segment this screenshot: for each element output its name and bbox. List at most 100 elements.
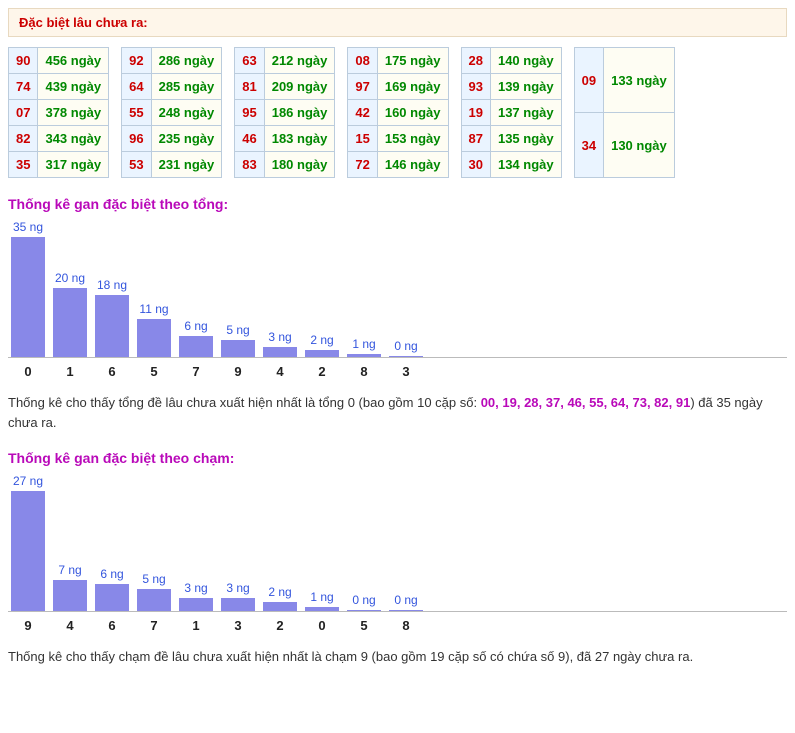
chart-column: 0 ng xyxy=(344,593,384,611)
chart-bar xyxy=(305,350,339,357)
chart-column: 5 ng xyxy=(218,323,258,357)
chart-value-label: 20 ng xyxy=(55,271,85,285)
chart1-summary: Thống kê cho thấy tổng đề lâu chưa xuất … xyxy=(8,393,787,432)
chart-column: 3 ng xyxy=(218,581,258,611)
days-cell: 212 ngày xyxy=(264,48,335,74)
chart2-summary: Thống kê cho thấy chạm đề lâu chưa xuất … xyxy=(8,647,787,667)
number-cell: 19 xyxy=(461,100,490,126)
header-title: Đặc biệt lâu chưa ra: xyxy=(19,15,148,30)
days-cell: 286 ngày xyxy=(151,48,222,74)
chart-value-label: 6 ng xyxy=(184,319,207,333)
chart-tick: 3 xyxy=(386,360,426,379)
chart-tick: 4 xyxy=(50,614,90,633)
chart-tick: 5 xyxy=(344,614,384,633)
chart-bar xyxy=(221,340,255,357)
chart-bar xyxy=(221,598,255,611)
chart2-title: Thống kê gan đặc biệt theo chạm: xyxy=(8,450,787,466)
number-cell: 72 xyxy=(348,152,377,178)
chart-column: 1 ng xyxy=(344,337,384,357)
chart-tick: 0 xyxy=(8,360,48,379)
days-cell: 378 ngày xyxy=(38,100,109,126)
days-cell: 175 ngày xyxy=(377,48,448,74)
chart-value-label: 11 ng xyxy=(139,302,168,316)
chart-tick: 2 xyxy=(260,614,300,633)
chart-bar xyxy=(389,610,423,611)
days-cell: 135 ngày xyxy=(490,126,561,152)
chart-column: 6 ng xyxy=(176,319,216,357)
days-cell: 209 ngày xyxy=(264,74,335,100)
chart-bar xyxy=(53,288,87,357)
number-cell: 81 xyxy=(235,74,264,100)
chart-value-label: 2 ng xyxy=(310,333,333,347)
days-cell: 183 ngày xyxy=(264,126,335,152)
number-cell: 35 xyxy=(9,152,38,178)
number-cell: 95 xyxy=(235,100,264,126)
chart1-summary-prefix: Thống kê cho thấy tổng đề lâu chưa xuất … xyxy=(8,395,481,410)
chart-bar xyxy=(11,237,45,357)
chart-tick: 2 xyxy=(302,360,342,379)
chart-value-label: 7 ng xyxy=(58,563,81,577)
chart-tick: 9 xyxy=(8,614,48,633)
number-cell: 93 xyxy=(461,74,490,100)
chart-bar xyxy=(305,607,339,611)
days-cell: 343 ngày xyxy=(38,126,109,152)
chart-bar xyxy=(179,598,213,611)
days-cell: 235 ngày xyxy=(151,126,222,152)
chart-value-label: 3 ng xyxy=(226,581,249,595)
chart2-axis: 9467132058 xyxy=(8,614,787,633)
number-table: 90456 ngày74439 ngày07378 ngày82343 ngày… xyxy=(8,47,109,178)
number-cell: 83 xyxy=(235,152,264,178)
chart-value-label: 0 ng xyxy=(394,593,417,607)
chart-tick: 9 xyxy=(218,360,258,379)
chart-value-label: 6 ng xyxy=(100,567,123,581)
days-cell: 285 ngày xyxy=(151,74,222,100)
chart-value-label: 0 ng xyxy=(352,593,375,607)
chart-column: 18 ng xyxy=(92,278,132,357)
chart-column: 2 ng xyxy=(302,333,342,357)
chart-tick: 1 xyxy=(50,360,90,379)
number-cell: 55 xyxy=(122,100,151,126)
number-cell: 97 xyxy=(348,74,377,100)
chart-tick: 1 xyxy=(176,614,216,633)
days-cell: 160 ngày xyxy=(377,100,448,126)
chart-column: 20 ng xyxy=(50,271,90,357)
chart-value-label: 1 ng xyxy=(352,337,375,351)
chart-column: 11 ng xyxy=(134,302,174,357)
chart-bar xyxy=(137,319,171,357)
number-cell: 30 xyxy=(461,152,490,178)
days-cell: 439 ngày xyxy=(38,74,109,100)
number-cell: 96 xyxy=(122,126,151,152)
number-table: 92286 ngày64285 ngày55248 ngày96235 ngày… xyxy=(121,47,222,178)
chart-tick: 6 xyxy=(92,614,132,633)
number-cell: 15 xyxy=(348,126,377,152)
chart-value-label: 5 ng xyxy=(142,572,165,586)
chart-value-label: 3 ng xyxy=(184,581,207,595)
days-cell: 130 ngày xyxy=(604,113,675,178)
chart2: 27 ng7 ng6 ng5 ng3 ng3 ng2 ng1 ng0 ng0 n… xyxy=(8,474,787,612)
chart-tick: 5 xyxy=(134,360,174,379)
tables-row: 90456 ngày74439 ngày07378 ngày82343 ngày… xyxy=(8,47,787,178)
chart-tick: 7 xyxy=(134,614,174,633)
number-cell: 07 xyxy=(9,100,38,126)
chart-value-label: 18 ng xyxy=(97,278,127,292)
chart-tick: 8 xyxy=(386,614,426,633)
days-cell: 231 ngày xyxy=(151,152,222,178)
days-cell: 248 ngày xyxy=(151,100,222,126)
chart-bar xyxy=(347,610,381,611)
number-cell: 90 xyxy=(9,48,38,74)
number-table: 08175 ngày97169 ngày42160 ngày15153 ngày… xyxy=(347,47,448,178)
header-bar: Đặc biệt lâu chưa ra: xyxy=(8,8,787,37)
chart-column: 5 ng xyxy=(134,572,174,611)
number-cell: 34 xyxy=(574,113,603,178)
days-cell: 139 ngày xyxy=(490,74,561,100)
days-cell: 137 ngày xyxy=(490,100,561,126)
chart-tick: 8 xyxy=(344,360,384,379)
chart-column: 1 ng xyxy=(302,590,342,611)
chart-column: 35 ng xyxy=(8,220,48,357)
days-cell: 186 ngày xyxy=(264,100,335,126)
number-cell: 64 xyxy=(122,74,151,100)
days-cell: 180 ngày xyxy=(264,152,335,178)
chart-column: 6 ng xyxy=(92,567,132,611)
chart-bar xyxy=(179,336,213,357)
chart-bar xyxy=(347,354,381,357)
